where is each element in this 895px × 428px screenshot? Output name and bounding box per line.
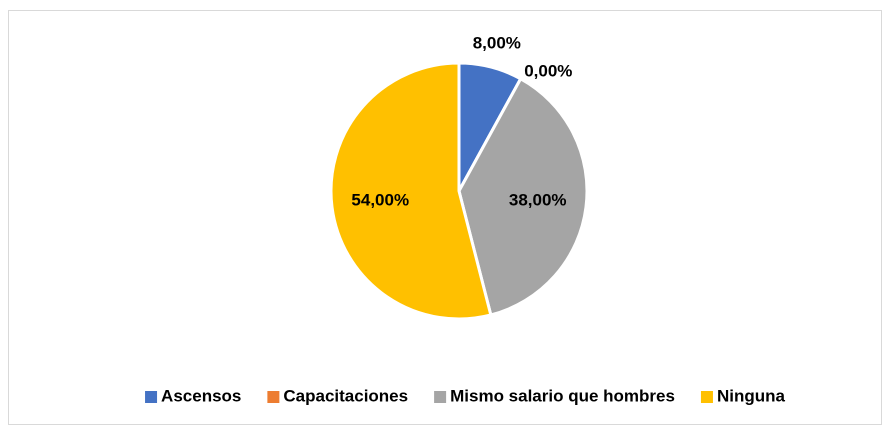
data-label: 38,00% [509,190,567,209]
legend-label: Mismo salario que hombres [450,386,675,405]
legend-swatch [267,391,280,403]
legend-swatch [434,391,447,403]
data-label: 8,00% [473,33,521,52]
legend-label: Capacitaciones [283,386,408,405]
legend-swatch [700,391,713,403]
legend-label: Ninguna [717,386,786,405]
legend-label: Ascensos [161,386,241,405]
pie-slice [329,61,493,321]
legend-swatch [145,391,158,403]
pie-slice [457,76,589,317]
data-label: 0,00% [524,61,572,80]
data-label: 54,00% [351,190,409,209]
legend: Ascensos Capacitaciones Mismo salario que … [145,386,785,405]
